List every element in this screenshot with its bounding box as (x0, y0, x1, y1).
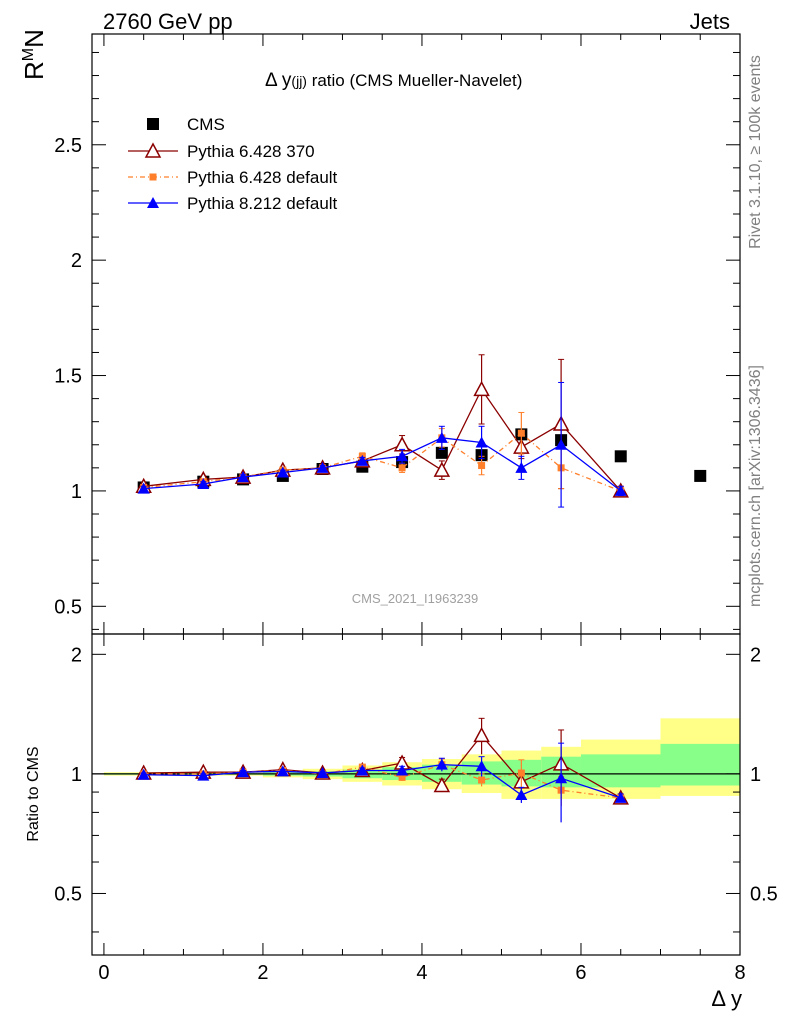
ratio-data-point (478, 776, 486, 784)
data-point (398, 464, 406, 472)
data-point (356, 454, 369, 466)
process-label: Jets (690, 9, 730, 34)
x-tick-label: 0 (98, 962, 109, 984)
ratio-y-tick-label: 0.5 (54, 883, 82, 905)
ratio-data-point (398, 773, 406, 781)
ratio-data-point (137, 768, 150, 780)
data-point (515, 461, 528, 473)
series-line (143, 432, 621, 492)
ratio-series-line (143, 764, 621, 799)
legend-label: Pythia 8.212 default (187, 194, 338, 213)
data-point (276, 466, 289, 478)
series-line (143, 388, 622, 492)
energy-label: 2760 GeV pp (103, 9, 233, 34)
ratio-data-point (473, 726, 490, 743)
analysis-label: CMS_2021_I1963239 (352, 591, 479, 606)
y-tick-label: 2.5 (54, 135, 82, 157)
data-point (316, 461, 329, 473)
plot-title: Δ y(jj) ratio (CMS Mueller-Navelet) (265, 70, 522, 91)
y-tick-label: 1.5 (54, 366, 82, 388)
ratio-data-point (197, 769, 210, 781)
y-tick-label: 2 (71, 250, 82, 272)
legend-marker (149, 173, 157, 181)
ratio-frame (91, 633, 741, 956)
ratio-data-point (356, 764, 369, 776)
ratio-ylabel: Ratio to CMS (25, 746, 42, 841)
green-band (580, 754, 661, 788)
data-point (396, 450, 409, 462)
data-point (433, 461, 451, 477)
data-point (393, 436, 411, 452)
svg-text:Δ y(jj) ratio (CMS Mueller-Nav: Δ y(jj) ratio (CMS Mueller-Navelet) (265, 70, 522, 91)
ratio-data-point (435, 758, 448, 770)
legend-marker (147, 118, 159, 130)
data-point (197, 478, 210, 489)
ratio-data-point (276, 765, 289, 777)
data-point (473, 380, 490, 397)
y-tick-label: 0.5 (54, 596, 82, 618)
data-point (517, 429, 525, 437)
cms-data-point (694, 469, 707, 482)
series-line (143, 437, 622, 492)
ratio-y-tick-label-right: 0.5 (750, 883, 778, 905)
data-point (435, 431, 448, 443)
data-point (614, 484, 627, 496)
mcplots-label: mcplots.cern.ch [arXiv:1306.3436] (747, 365, 764, 607)
ratio-series (135, 717, 629, 823)
data-point (475, 436, 488, 448)
ratio-data-point (517, 769, 525, 777)
main-series (135, 354, 707, 508)
ratio-y-tick-label: 1 (71, 764, 82, 786)
ratio-y-tick-label: 2 (71, 644, 82, 666)
xlabel: Δ y (711, 986, 742, 1011)
ratio-data-point (396, 764, 409, 776)
cms-data-point (614, 450, 627, 463)
x-tick-label: 4 (416, 962, 427, 984)
main-ylabel: RMN (19, 29, 49, 80)
ratio-data-point (555, 772, 568, 784)
data-point (237, 471, 250, 483)
x-tick-label: 8 (734, 962, 745, 984)
ratio-data-point (237, 766, 250, 778)
x-tick-label: 2 (257, 962, 268, 984)
y-tick-label: 1 (71, 481, 82, 503)
legend-label: CMS (187, 115, 225, 134)
legend-label: Pythia 6.428 370 (187, 142, 315, 161)
ratio-data-point (515, 788, 528, 800)
x-tick-label: 6 (575, 962, 586, 984)
legend: CMS Pythia 6.428 370 Pythia 6.428 default P… (128, 115, 338, 213)
ratio-data-point (433, 776, 451, 793)
legend-label: Pythia 6.428 default (187, 168, 338, 187)
ratio-y-tick-label-right: 2 (750, 644, 761, 666)
data-point (137, 482, 150, 494)
data-point (555, 438, 568, 450)
data-point (478, 462, 486, 470)
ratio-y-tick-label-right: 1 (750, 764, 761, 786)
ratio-data-point (614, 791, 627, 803)
svg-text:RMN: RMN (19, 29, 49, 80)
green-band (660, 743, 740, 786)
rivet-label: Rivet 3.1.10, ≥ 100k events (747, 55, 764, 249)
ratio-data-point (316, 767, 329, 779)
ratio-uncertainty-bands (103, 718, 740, 799)
legend-marker (147, 197, 159, 208)
ratio-data-point (475, 760, 488, 772)
legend-marker (144, 142, 162, 158)
axis-ticks: 0 2 4 6 8 0.5 1 1.5 2 2.5 0.5 0.5 1 1 2 2 (54, 34, 778, 984)
